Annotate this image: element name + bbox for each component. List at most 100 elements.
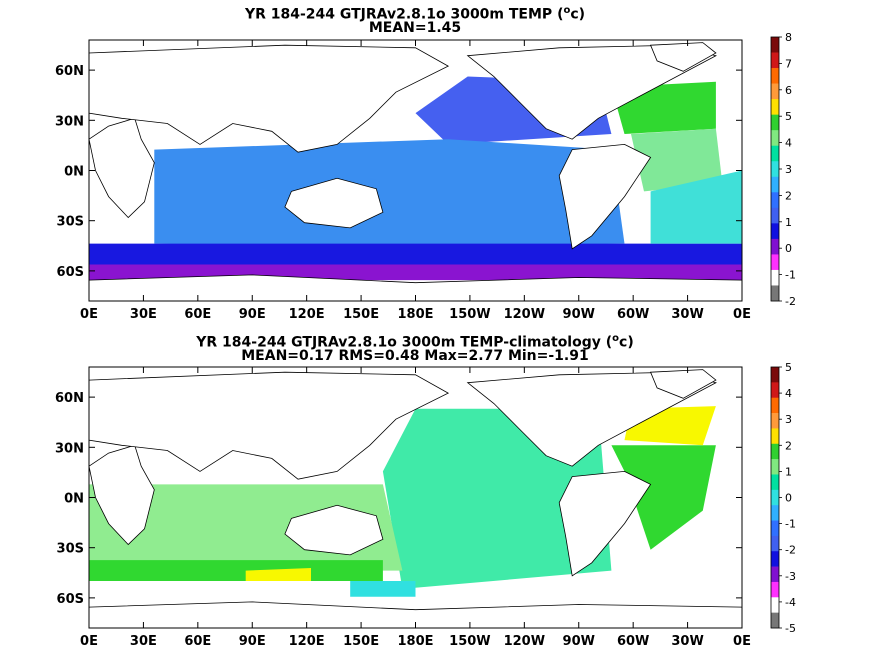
colorbar-swatch: [771, 37, 779, 53]
x-tick-label: 150W: [449, 634, 490, 649]
colorbar-tick-label: 4: [785, 387, 792, 400]
x-tick-label: 180E: [397, 307, 433, 322]
colorbar-tick-label: 2: [785, 189, 792, 202]
colorbar-swatch: [771, 459, 779, 475]
colorbar-swatch: [771, 382, 779, 399]
colorbar-swatch: [771, 176, 779, 193]
x-tick-label: 60W: [617, 634, 649, 649]
colorbar-swatch: [771, 612, 779, 629]
x-tick-label: 30W: [671, 634, 703, 649]
y-tick-label: 0N: [64, 165, 84, 180]
colorbar-swatch: [771, 520, 779, 537]
land-africa: [88, 444, 155, 546]
x-tick-label: 30E: [130, 634, 157, 649]
land-greenland: [650, 369, 717, 399]
y-tick-label: 30S: [57, 542, 84, 557]
colorbar-swatch: [771, 83, 779, 100]
colorbar-tick-label: 5: [785, 110, 792, 123]
colorbar-tick-label: -5: [785, 622, 796, 635]
map1-subtitle: MEAN=1.45: [368, 20, 462, 36]
colorbar-swatch: [771, 443, 779, 460]
map2-subtitle: MEAN=0.17 RMS=0.48 Max=2.77 Min=-1.91: [241, 348, 589, 364]
colorbar-swatch: [771, 114, 779, 131]
x-tick-label: 120E: [289, 634, 325, 649]
ocean-region-southern-band: [89, 560, 383, 581]
colorbar-tick-label: -1: [785, 269, 796, 282]
colorbar-tick-label: 3: [785, 163, 792, 176]
x-tick-label: 60W: [617, 307, 649, 322]
x-tick-label: 0E: [80, 307, 98, 322]
y-tick-label: 60S: [57, 265, 84, 280]
x-tick-label: 30W: [671, 307, 703, 322]
x-tick-label: 60E: [184, 307, 211, 322]
x-tick-label: 150E: [343, 307, 379, 322]
colorbar-swatch: [771, 581, 779, 598]
colorbar-tick-label: 6: [785, 84, 792, 97]
land-greenland: [650, 42, 717, 72]
colorbar-swatch: [771, 192, 779, 209]
land-australia: [284, 504, 384, 556]
colorbar-tick-label: -3: [785, 570, 796, 583]
land-eurasia: [88, 371, 450, 480]
y-tick-label: 60N: [55, 64, 84, 79]
colorbar-swatch: [771, 238, 779, 255]
colorbar-swatch: [771, 269, 779, 286]
ocean-region-north-atlantic: [611, 445, 716, 550]
colorbar-tick-label: -2: [785, 544, 796, 557]
x-tick-label: 150E: [343, 634, 379, 649]
land-africa: [88, 117, 155, 219]
x-tick-label: 90W: [563, 307, 595, 322]
x-tick-label: 120W: [504, 634, 545, 649]
ocean-region-south-indian-yellow: [245, 568, 311, 581]
colorbar-swatch: [771, 68, 779, 84]
colorbar-swatch: [771, 566, 779, 583]
colorbar-tick-label: 8: [785, 31, 792, 44]
x-tick-label: 90E: [239, 634, 266, 649]
y-tick-label: 60S: [57, 592, 84, 607]
y-tick-label: 30S: [57, 215, 84, 230]
colorbar-tick-label: 3: [785, 413, 792, 426]
land-namerica: [466, 44, 717, 140]
colorbar-swatch: [771, 161, 779, 178]
colorbar-swatch: [771, 597, 779, 613]
colorbar-swatch: [771, 428, 779, 445]
colorbar-tick-label: 2: [785, 439, 792, 452]
colorbar-swatch: [771, 223, 779, 240]
colorbar-tick-label: -1: [785, 518, 796, 531]
colorbar-swatch: [771, 535, 779, 552]
x-tick-label: 150W: [449, 307, 490, 322]
colorbar-swatch: [771, 489, 779, 506]
colorbar-swatch: [771, 397, 779, 414]
x-tick-label: 120W: [504, 307, 545, 322]
ocean-region-southern-ocean-band: [89, 243, 742, 265]
x-tick-label: 90W: [563, 634, 595, 649]
x-tick-label: 60E: [184, 634, 211, 649]
colorbar-swatch: [771, 505, 779, 521]
map-panel-2: 0E 30E 60E 90E 120E 150E 180E 150W 120W 90W 60W 30W…: [55, 361, 796, 649]
colorbar-swatch: [771, 285, 779, 302]
x-tick-label: 120E: [289, 307, 325, 322]
ocean-region-south-atlantic: [650, 170, 742, 244]
land-australia: [284, 177, 384, 229]
colorbar-swatch: [771, 130, 779, 147]
colorbar-tick-label: 0: [785, 492, 792, 505]
colorbar-tick-label: 7: [785, 57, 792, 70]
x-tick-label: 0E: [733, 307, 751, 322]
land-samerica: [558, 143, 652, 250]
x-tick-label: 90E: [239, 307, 266, 322]
colorbar-swatch: [771, 145, 779, 162]
colorbar-tick-label: 4: [785, 137, 792, 150]
colorbar-tick-label: 5: [785, 361, 792, 374]
colorbar-swatch: [771, 413, 779, 429]
colorbar-swatch: [771, 367, 779, 383]
colorbar-swatch: [771, 254, 779, 271]
colorbar-swatch: [771, 551, 779, 567]
colorbar-swatch: [771, 52, 779, 69]
y-tick-label: 60N: [55, 391, 84, 406]
land-namerica: [466, 371, 717, 467]
map-panel-1: 0E 30E 60E 90E 120E 150E 180E 150W 120W 90W 60W 30W…: [55, 31, 796, 322]
x-tick-label: 30E: [130, 307, 157, 322]
colorbar-tick-label: 0: [785, 242, 792, 255]
ocean-region-drake: [350, 581, 416, 597]
